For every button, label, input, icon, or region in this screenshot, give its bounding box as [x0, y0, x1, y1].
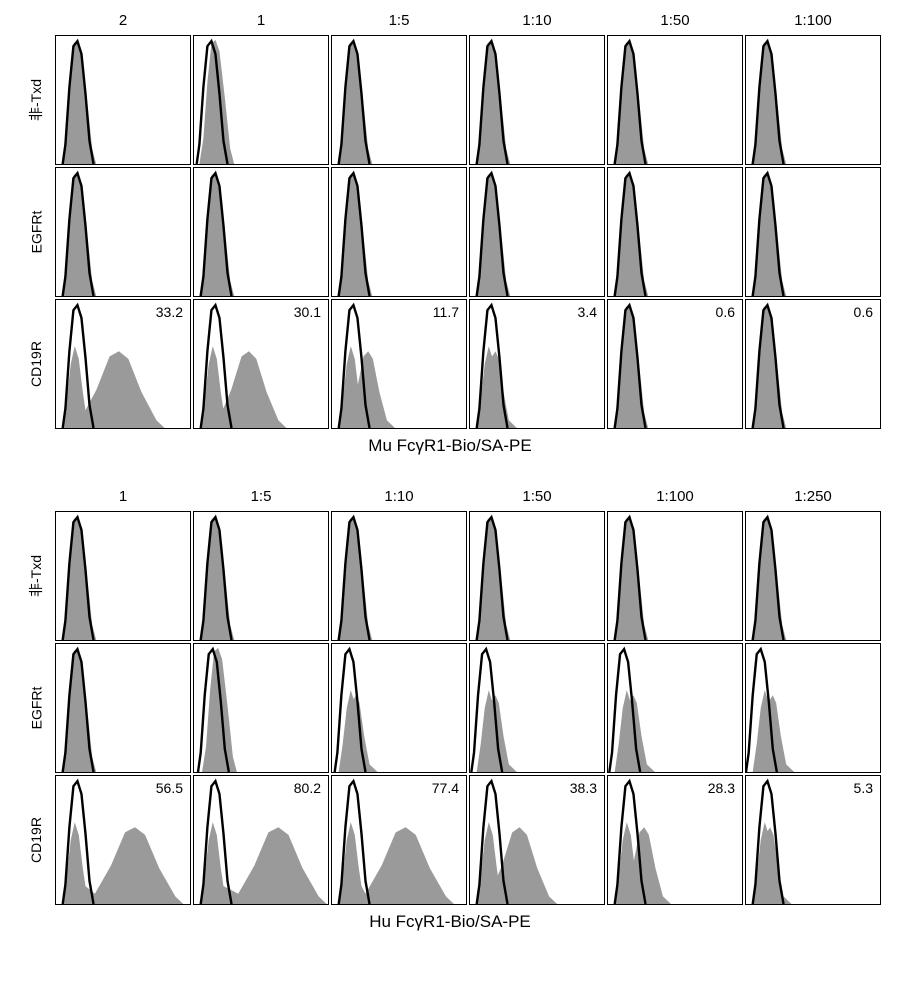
histogram-panel: 0.6 [745, 299, 881, 429]
histogram-panel: 80.2 [193, 775, 329, 905]
panel-value: 0.6 [854, 304, 873, 320]
row-label-cell: 非-Txd [18, 34, 54, 166]
histogram-panel: 0.6 [607, 299, 743, 429]
panel-value: 5.3 [854, 780, 873, 796]
column-header: 1 [54, 488, 192, 510]
header-spacer [18, 12, 54, 34]
histogram-panel [607, 511, 743, 641]
column-header: 1:10 [468, 12, 606, 34]
histogram-panel [469, 167, 605, 297]
panel-value: 30.1 [294, 304, 321, 320]
column-header: 1:5 [192, 488, 330, 510]
histogram-panel: 5.3 [745, 775, 881, 905]
histogram-panel: 30.1 [193, 299, 329, 429]
histogram-panel [745, 643, 881, 773]
column-header: 1:50 [606, 12, 744, 34]
panel-value: 0.6 [716, 304, 735, 320]
column-header: 1:100 [744, 12, 882, 34]
histogram-panel: 33.2 [55, 299, 191, 429]
panel-value: 77.4 [432, 780, 459, 796]
column-header: 1:10 [330, 488, 468, 510]
histogram-panel [607, 643, 743, 773]
row-label-cell: EGFRt [18, 166, 54, 298]
histogram-panel: 77.4 [331, 775, 467, 905]
column-header: 1:5 [330, 12, 468, 34]
histogram-panel [55, 35, 191, 165]
histogram-panel [55, 511, 191, 641]
panel-value: 80.2 [294, 780, 321, 796]
hu-block: 11:51:101:501:1001:250 非-Txd EGFRt CD19R 56.… [18, 488, 882, 932]
row-label: CD19R [28, 817, 44, 863]
column-header: 1:250 [744, 488, 882, 510]
panel-value: 33.2 [156, 304, 183, 320]
figure-root: 211:51:101:501:100非-TxdEGFRtCD19R33.230.… [18, 12, 882, 932]
panel-grid: 211:51:101:501:100 非-Txd EGFRt CD19R 33.2 30.… [18, 12, 882, 430]
histogram-panel [607, 167, 743, 297]
panel-value: 3.4 [578, 304, 597, 320]
histogram-panel: 28.3 [607, 775, 743, 905]
histogram-panel [193, 167, 329, 297]
histogram-panel [745, 35, 881, 165]
histogram-panel [469, 35, 605, 165]
histogram-panel [469, 511, 605, 641]
row-label: EGFRt [28, 211, 44, 254]
row-label: 非-Txd [26, 555, 46, 597]
row-label: EGFRt [28, 687, 44, 730]
histogram-panel [331, 511, 467, 641]
histogram-panel [55, 167, 191, 297]
column-header: 1:50 [468, 488, 606, 510]
histogram-panel [745, 167, 881, 297]
panel-value: 56.5 [156, 780, 183, 796]
histogram-panel: 56.5 [55, 775, 191, 905]
histogram-panel: 11.7 [331, 299, 467, 429]
histogram-panel [331, 35, 467, 165]
histogram-panel [607, 35, 743, 165]
histogram-panel [55, 643, 191, 773]
histogram-panel [469, 643, 605, 773]
histogram-panel [193, 643, 329, 773]
row-label-cell: CD19R [18, 298, 54, 430]
header-spacer [18, 488, 54, 510]
histogram-panel [331, 167, 467, 297]
mu-block: 211:51:101:501:100 非-Txd EGFRt CD19R 33.2 30.… [18, 12, 882, 456]
x-axis-label: Hu FcγR1-Bio/SA-PE [18, 912, 882, 932]
histogram-panel: 3.4 [469, 299, 605, 429]
panel-grid: 11:51:101:501:1001:250 非-Txd EGFRt CD19R 56.… [18, 488, 882, 906]
histogram-panel [193, 511, 329, 641]
panel-value: 11.7 [433, 304, 459, 320]
histogram-panel: 38.3 [469, 775, 605, 905]
histogram-panel [745, 511, 881, 641]
x-axis-label: Mu FcγR1-Bio/SA-PE [18, 436, 882, 456]
row-label-cell: CD19R [18, 774, 54, 906]
column-header: 1:100 [606, 488, 744, 510]
column-header: 2 [54, 12, 192, 34]
histogram-panel [331, 643, 467, 773]
histogram-panel [193, 35, 329, 165]
column-header: 1 [192, 12, 330, 34]
row-label: CD19R [28, 341, 44, 387]
panel-value: 28.3 [708, 780, 735, 796]
row-label: 非-Txd [26, 79, 46, 121]
row-label-cell: EGFRt [18, 642, 54, 774]
row-label-cell: 非-Txd [18, 510, 54, 642]
panel-value: 38.3 [570, 780, 597, 796]
